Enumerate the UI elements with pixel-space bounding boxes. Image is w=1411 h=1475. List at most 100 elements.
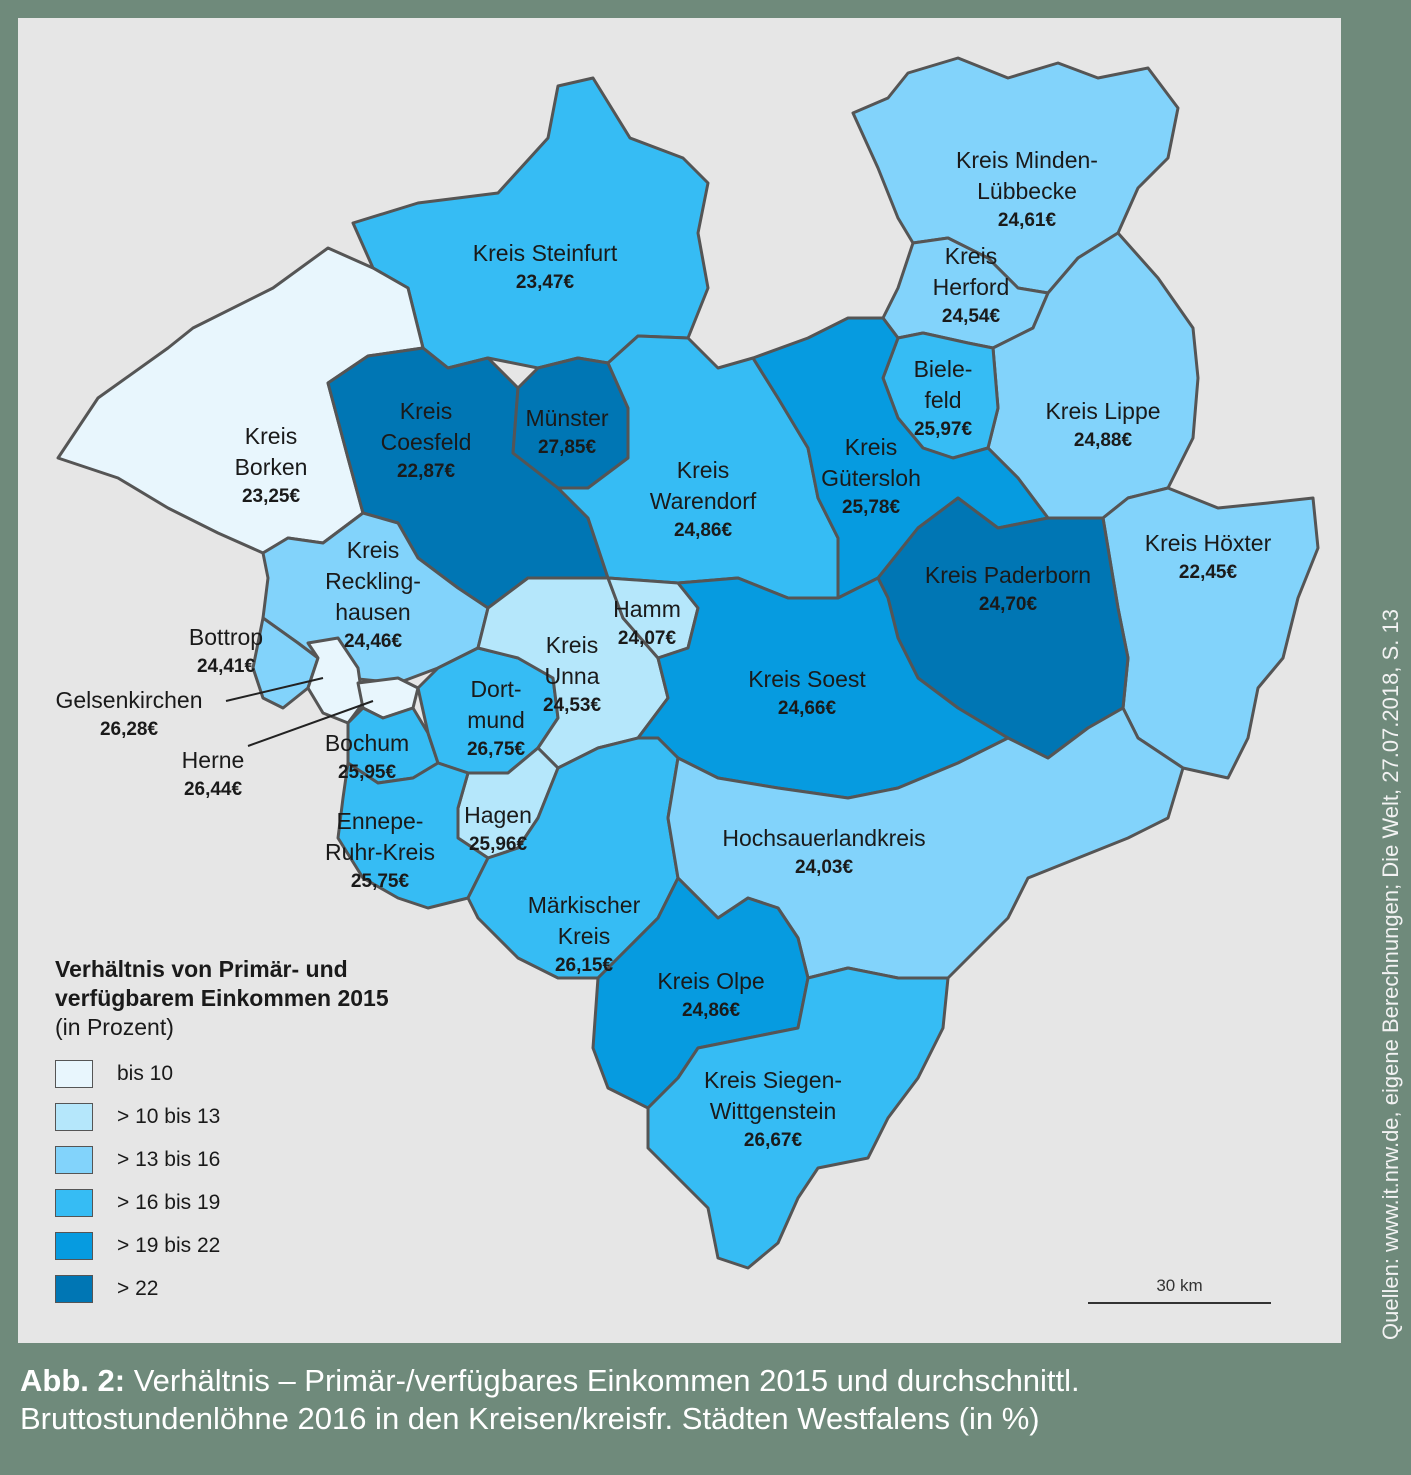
caption-prefix: Abb. 2: [20,1363,126,1398]
region-name-line: Borken [234,454,308,480]
region-name-line: Hochsauerlandkreis [722,825,926,851]
region-name-line: Unna [544,663,600,689]
source-note: Quellen: www.it.nrw.de, eigene Berechnun… [1378,609,1403,1340]
region-value: 22,45€ [1178,562,1238,583]
region-kreis-siegen-wittgenstein [646,966,950,1270]
region-name-line: Kreis Lippe [1045,398,1161,424]
caption-line2: Bruttostundenlöhne 2016 in den Kreisen/k… [20,1401,1040,1436]
region-name-line: hausen [335,599,411,625]
region-name-line: Bochum [324,730,410,756]
figure-caption: Abb. 2: Verhältnis – Primär-/verfügbares… [20,1362,1080,1438]
region-name-line: Gütersloh [821,465,921,491]
region-name-line: Märkischer [527,892,641,918]
region-value: 25,95€ [337,762,397,783]
region-value: 24,41€ [196,656,256,677]
region-value: 26,67€ [743,1130,803,1151]
label-bottrop: Bottrop 24,41€ [189,622,263,680]
legend-swatch [55,1274,93,1303]
region-value: 24,03€ [794,857,854,878]
region-name-line: Ennepe- [336,808,424,834]
leader-line-herne [247,700,374,747]
region-value: 24,54€ [941,306,1001,327]
legend-label: > 13 bis 16 [117,1147,221,1171]
region-value: 25,78€ [841,497,901,518]
region-name-line: Kreis Paderborn [924,562,1092,588]
region-name-line: Reckling- [325,568,421,594]
region-name-line: Kreis [844,434,898,460]
region-name-line: Wittgenstein [709,1098,837,1124]
label-maerkischer-kreis: Märkischer Kreis 26,15€ [528,890,640,979]
scale-bar: 30 km [1088,1276,1271,1304]
legend-title: Verhältnis von Primär- und verfügbarem E… [55,955,389,1013]
region-name-line: Kreis [676,457,730,483]
label-kreis-coesfeld: Kreis Coesfeld 22,87€ [381,396,472,485]
label-kreis-paderborn: Kreis Paderborn 24,70€ [925,560,1091,618]
label-kreis-herford: Kreis Herford 24,54€ [933,241,1010,330]
legend-label: > 19 bis 22 [117,1233,221,1257]
region-name-line: Herne [181,747,245,773]
label-bochum: Bochum 25,95€ [325,728,409,786]
region-name-line: Warendorf [649,488,757,514]
legend-swatch [55,1188,93,1217]
label-hamm: Hamm 24,07€ [613,594,681,652]
region-name-line: Kreis [557,923,611,949]
label-kreis-siegen-wittgenstein: Kreis Siegen- Wittgenstein 26,67€ [704,1065,842,1154]
legend-title-line1: Verhältnis von Primär- und [55,956,348,982]
legend-label: > 10 bis 13 [117,1104,221,1128]
legend-item: > 13 bis 16 [55,1138,389,1181]
region-name-line: Ruhr-Kreis [325,839,435,865]
region-name-line: Gelsenkirchen [55,687,203,713]
region-bottrop [251,616,320,710]
label-gelsenkirchen: Gelsenkirchen 26,28€ [55,685,202,743]
region-name-line: Hamm [613,596,681,622]
legend-items: bis 10 > 10 bis 13 > 13 bis 16 > 16 bis 19 >… [55,1052,389,1310]
legend-swatch [55,1102,93,1131]
scale-line [1088,1302,1271,1304]
region-value: 26,44€ [183,779,243,800]
region-name-line: Kreis [944,243,998,269]
map-panel [18,18,1341,1343]
label-kreis-olpe: Kreis Olpe 24,86€ [657,966,764,1024]
region-value: 25,75€ [350,871,410,892]
caption-line1: Verhältnis – Primär-/verfügbares Einkomm… [133,1363,1080,1398]
legend-label: > 22 [117,1276,159,1300]
region-value: 25,97€ [913,419,973,440]
region-value: 24,53€ [542,695,602,716]
label-bielefeld: Biele-feld 25,97€ [914,354,973,443]
region-name-line: Kreis Steinfurt [472,240,618,266]
region-kreis-guetersloh [751,316,1050,600]
region-name-line: Hagen [464,802,532,828]
label-ennepe-ruhr-kreis: Ennepe- Ruhr-Kreis 25,75€ [325,806,435,895]
region-name-line: Herford [932,274,1010,300]
region-name-line: Lübbecke [977,178,1077,204]
label-kreis-recklinghausen: Kreis Reckling-hausen 24,46€ [325,535,421,655]
region-name-line: Kreis [545,632,599,658]
region-value: 24,70€ [978,594,1038,615]
leader-line-gelsenkirchen [225,677,324,702]
region-name-line: Kreis [399,398,453,424]
region-value: 24,86€ [673,520,733,541]
region-name-line: Kreis Siegen- [703,1067,843,1093]
region-value: 27,85€ [537,437,597,458]
legend-item: > 22 [55,1267,389,1310]
region-name-line: Kreis Höxter [1144,530,1272,556]
scale-label: 30 km [1156,1276,1203,1295]
westfalen-map [56,56,1320,1270]
region-name-line: Kreis [346,537,400,563]
region-name-line: Kreis Soest [748,666,866,692]
region-name-line: Biele- [913,356,973,382]
label-hochsauerlandkreis: Hochsauerlandkreis 24,03€ [722,823,925,881]
legend-label: > 16 bis 19 [117,1190,221,1214]
region-value: 24,46€ [343,631,403,652]
legend: Verhältnis von Primär- und verfügbarem E… [55,955,389,1310]
region-name-line: feld [924,387,962,413]
legend-item: > 16 bis 19 [55,1181,389,1224]
label-kreis-lippe: Kreis Lippe 24,88€ [1045,396,1160,454]
label-muenster: Münster 27,85€ [525,403,608,461]
legend-item: > 10 bis 13 [55,1095,389,1138]
label-kreis-soest: Kreis Soest 24,66€ [748,664,866,722]
label-kreis-guetersloh: Kreis Gütersloh 25,78€ [821,432,921,521]
legend-swatch [55,1231,93,1260]
region-name-line: Coesfeld [380,429,472,455]
legend-subtitle: (in Prozent) [55,1014,174,1040]
